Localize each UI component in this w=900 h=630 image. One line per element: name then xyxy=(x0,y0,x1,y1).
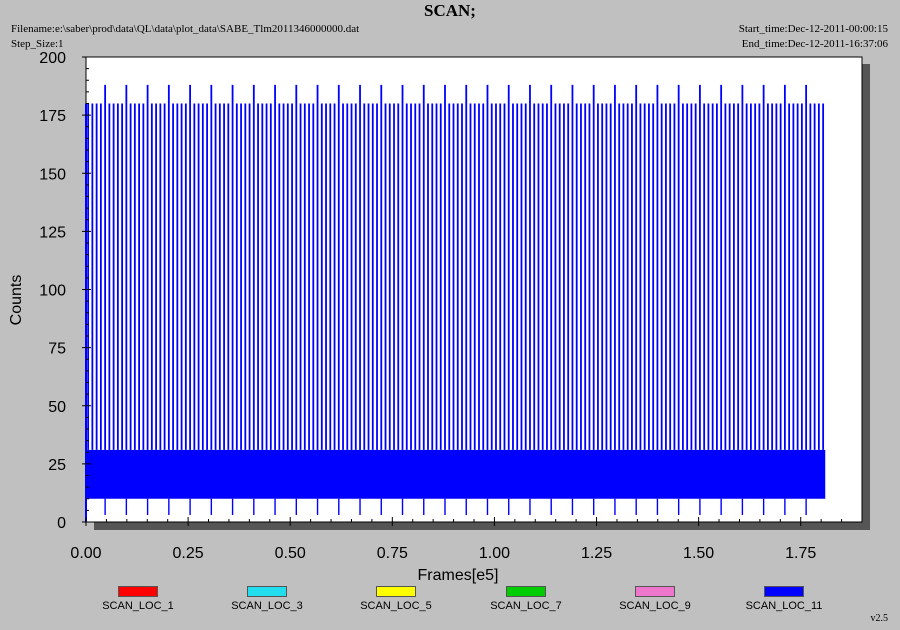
x-tick-label: 1.50 xyxy=(683,545,714,562)
y-tick-label: 100 xyxy=(39,283,66,300)
x-tick-label: 0.00 xyxy=(70,545,101,562)
legend-swatch xyxy=(118,586,158,597)
legend-swatch xyxy=(376,586,416,597)
y-tick-label: 150 xyxy=(39,166,66,183)
y-tick-label: 75 xyxy=(48,341,66,358)
y-axis-label: Counts xyxy=(8,275,25,326)
legend-item: SCAN_LOC_1 xyxy=(83,586,193,612)
end-time-label: End_time:Dec-12-2011-16:37:06 xyxy=(741,38,888,50)
y-tick-label: 125 xyxy=(39,224,66,241)
y-tick-label: 50 xyxy=(48,399,66,416)
legend-label: SCAN_LOC_1 xyxy=(102,600,174,612)
legend-item: SCAN_LOC_11 xyxy=(729,586,839,612)
x-tick-label: 0.25 xyxy=(173,545,204,562)
legend-label: SCAN_LOC_11 xyxy=(745,600,823,612)
step-size-label: Step_Size:1 xyxy=(11,38,64,50)
x-tick-label: 0.75 xyxy=(377,545,408,562)
legend-item: SCAN_LOC_3 xyxy=(212,586,322,612)
legend-label: SCAN_LOC_3 xyxy=(231,600,303,612)
legend-label: SCAN_LOC_5 xyxy=(360,600,432,612)
legend-swatch xyxy=(247,586,287,597)
x-tick-label: 0.50 xyxy=(275,545,306,562)
y-tick-label: 175 xyxy=(39,108,66,125)
legend-label: SCAN_LOC_9 xyxy=(619,600,691,612)
y-tick-label: 200 xyxy=(39,50,66,67)
legend-swatch xyxy=(764,586,804,597)
chart-title: SCAN; xyxy=(424,1,476,20)
legend-swatch xyxy=(506,586,546,597)
series-scan-loc-11 xyxy=(85,84,826,522)
filename-label: Filename:e:\saber\prod\data\QL\data\plot… xyxy=(11,23,360,35)
legend-item: SCAN_LOC_5 xyxy=(341,586,451,612)
legend-item: SCAN_LOC_7 xyxy=(471,586,581,612)
legend-item: SCAN_LOC_9 xyxy=(600,586,710,612)
start-time-label: Start_time:Dec-12-2011-00:00:15 xyxy=(738,23,888,35)
legend-swatch xyxy=(635,586,675,597)
x-tick-label: 1.00 xyxy=(479,545,510,562)
series-band xyxy=(86,449,826,499)
x-tick-label: 1.75 xyxy=(785,545,816,562)
legend-label: SCAN_LOC_7 xyxy=(490,600,562,612)
version-label: v2.5 xyxy=(870,613,889,624)
y-tick-label: 0 xyxy=(57,515,66,532)
x-tick-label: 1.25 xyxy=(581,545,612,562)
x-axis-label: Frames[e5] xyxy=(418,567,499,584)
y-tick-label: 25 xyxy=(48,457,66,474)
